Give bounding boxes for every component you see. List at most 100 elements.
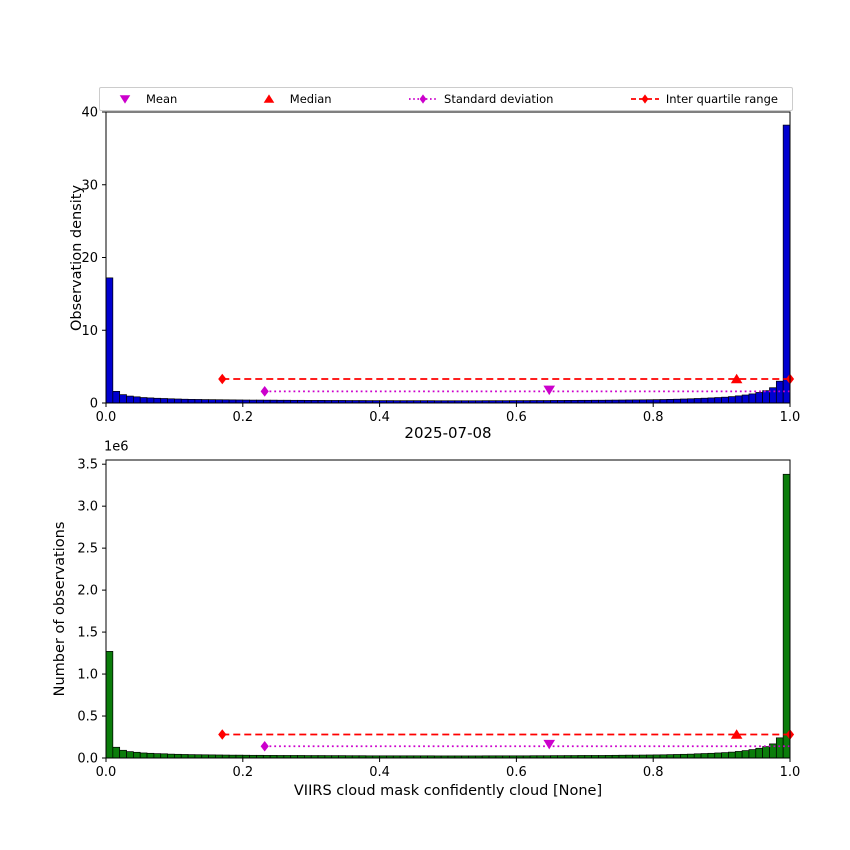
std-left-diamond xyxy=(260,740,269,752)
median-marker-icon xyxy=(254,93,284,105)
histogram-bar xyxy=(105,277,114,404)
legend-item-std: Standard deviation xyxy=(408,92,553,106)
histogram-bar xyxy=(652,399,661,404)
histogram-bar xyxy=(769,743,777,759)
histogram-bar xyxy=(119,749,127,759)
plot-title: 2025-07-08 xyxy=(404,424,492,442)
y-tick-label: 0.5 xyxy=(77,710,98,725)
histogram-bar xyxy=(755,392,763,404)
histogram-bar xyxy=(146,397,155,404)
histogram-bar xyxy=(146,752,155,759)
histogram-bar xyxy=(714,752,722,759)
histogram-bar xyxy=(741,394,750,404)
histogram-bar xyxy=(748,749,757,759)
histogram-bar xyxy=(105,651,114,759)
histogram-bar xyxy=(748,393,757,404)
y-tick-label: 1.5 xyxy=(77,626,98,641)
y-tick-label: 3.5 xyxy=(77,458,98,473)
histogram-bar xyxy=(680,753,688,759)
axes-1: 0.0 0.5 1.0 1.5 2.0 2.5 3.0 3.5 0.0 0.2 0.4 0.6 0.8 1… xyxy=(77,458,800,780)
x-axis-ticks: 0.0 0.2 0.4 0.6 0.8 1.0 xyxy=(96,758,801,780)
histogram-bar xyxy=(769,387,777,404)
y-tick-label: 0.0 xyxy=(77,752,98,767)
legend-item-iqr: Inter quartile range xyxy=(630,92,778,106)
histogram-bar xyxy=(782,473,791,759)
histogram-bar xyxy=(714,397,722,404)
x-tick-label: 0.4 xyxy=(369,410,390,425)
median-marker xyxy=(730,373,743,384)
iqr-left-diamond xyxy=(218,373,227,385)
iqr-left-diamond xyxy=(218,729,227,740)
histogram-bar xyxy=(734,751,743,759)
histogram-bar xyxy=(180,398,189,404)
legend-glyph xyxy=(641,94,649,104)
legend: Mean Median Standard deviation Inter qua… xyxy=(99,87,793,111)
x-tick-label: 0.4 xyxy=(369,765,390,780)
histogram-bar xyxy=(693,753,702,759)
histogram-bar xyxy=(687,753,695,759)
x-tick-label: 0.8 xyxy=(643,410,664,425)
x-axis-label: VIIRS cloud mask confidently cloud [None… xyxy=(293,783,603,799)
histogram-bar xyxy=(680,398,688,404)
iqr-marker-icon xyxy=(630,93,660,105)
y-tick-label: 2.0 xyxy=(77,584,98,599)
legend-label-median: Median xyxy=(289,92,332,106)
legend-glyph xyxy=(419,94,427,104)
y-tick-label: 3.0 xyxy=(77,500,98,515)
histogram-bar xyxy=(180,754,189,759)
x-tick-label: 1.0 xyxy=(780,765,801,780)
x-tick-label: 0.2 xyxy=(232,765,253,780)
x-tick-label: 0.6 xyxy=(506,410,527,425)
histogram-bar xyxy=(187,754,196,759)
axes-spines xyxy=(105,111,791,404)
histogram-bar xyxy=(160,398,168,404)
histogram-bar xyxy=(208,399,216,404)
axes-spines xyxy=(105,459,791,759)
histogram-bar xyxy=(693,398,702,404)
histogram-bar xyxy=(153,397,162,404)
histogram-bar xyxy=(775,737,784,759)
bottom-y-axis-label: Number of observations xyxy=(52,521,68,697)
y-tick-label: 10 xyxy=(81,324,98,339)
histogram-bar xyxy=(673,754,681,759)
x-tick-label: 0.0 xyxy=(96,410,117,425)
std-deviation-marker-icon xyxy=(408,93,438,105)
histogram-bar xyxy=(728,396,736,404)
histogram-bar xyxy=(755,747,763,759)
y-tick-label: 1.0 xyxy=(77,668,98,683)
y-tick-label: 30 xyxy=(81,178,98,193)
histogram-bar xyxy=(762,390,770,404)
legend-item-mean: Mean xyxy=(110,92,177,106)
mean-marker-icon xyxy=(110,93,140,105)
x-tick-label: 0.2 xyxy=(232,410,253,425)
std-left-diamond xyxy=(260,386,269,397)
histogram-bar xyxy=(167,398,175,404)
y-axis-ticks: 0.0 0.5 1.0 1.5 2.0 2.5 3.0 3.5 xyxy=(77,458,106,767)
histogram-bar xyxy=(721,752,729,759)
histogram-bar xyxy=(687,398,695,404)
histogram-bar xyxy=(112,391,121,404)
histogram-bar xyxy=(133,751,141,759)
histogram-bar xyxy=(659,399,668,404)
histogram-bar xyxy=(187,399,196,404)
histogram-bar xyxy=(673,398,681,404)
x-tick-label: 1.0 xyxy=(780,410,801,425)
mean-marker xyxy=(543,739,556,750)
histogram-bar xyxy=(153,753,162,759)
y-tick-label: 40 xyxy=(81,106,98,121)
histogram-bar xyxy=(160,753,168,759)
histogram-bar xyxy=(201,399,209,404)
histogram-bar xyxy=(167,753,175,759)
legend-glyph xyxy=(119,95,131,104)
legend-item-median: Median xyxy=(254,92,332,106)
histogram-bar xyxy=(741,750,750,759)
histogram-bar xyxy=(139,752,148,759)
mean-marker xyxy=(543,385,556,396)
y-axis-offset-text: 1e6 xyxy=(104,439,129,455)
y-tick-label: 20 xyxy=(81,251,98,266)
legend-label-iqr: Inter quartile range xyxy=(665,92,778,106)
histogram-bar xyxy=(126,395,134,404)
histogram-bar xyxy=(119,394,127,404)
